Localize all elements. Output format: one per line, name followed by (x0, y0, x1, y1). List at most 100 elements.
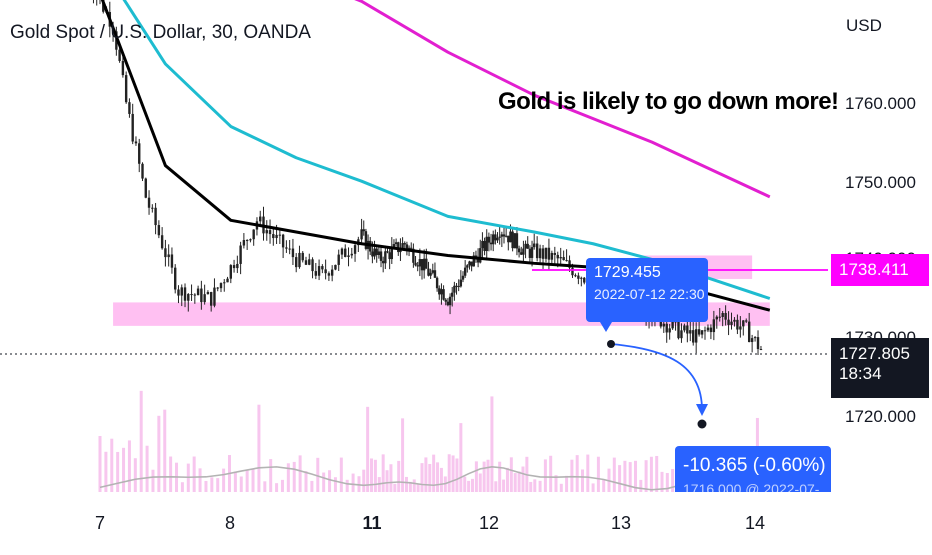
volume-bar (251, 468, 255, 492)
candle (92, 0, 94, 4)
volume-bar (370, 458, 374, 492)
price-label-callout[interactable]: 1729.455 2022-07-12 22:30 (586, 258, 708, 322)
volume-bar (521, 466, 525, 492)
candle (141, 162, 144, 182)
volume-bar (304, 471, 308, 492)
candle (317, 259, 321, 281)
pink-level-value: 1738.411 (839, 260, 909, 279)
volume-bar (389, 464, 393, 492)
y-axis-tick-label: 1750.000 (845, 173, 916, 192)
candle (694, 322, 698, 354)
candle (494, 229, 497, 245)
candle (736, 314, 739, 335)
candle (559, 247, 562, 267)
candle (680, 323, 683, 343)
candle (431, 263, 434, 275)
candle (721, 310, 724, 327)
candle (461, 271, 465, 283)
candle (511, 229, 514, 252)
projection-detail: 1716.000 @ 2022-07- (683, 481, 820, 492)
candle (463, 260, 467, 278)
candle (196, 285, 200, 296)
candle (362, 220, 365, 236)
symbol-label[interactable]: Gold Spot / U.S. Dollar, 30, OANDA (10, 22, 311, 43)
candle (291, 238, 295, 266)
candle (446, 298, 450, 307)
candle (180, 284, 183, 307)
candle (507, 235, 510, 251)
candle (550, 250, 554, 264)
candle (759, 345, 763, 351)
volume-bar (486, 459, 490, 492)
candle (121, 56, 125, 78)
volume-bar (245, 469, 249, 492)
candle (427, 261, 430, 277)
candle (747, 312, 751, 343)
candle (347, 247, 350, 267)
x-axis-tick-label: 13 (611, 513, 631, 533)
volume-bar (447, 454, 451, 492)
volume-bar (366, 406, 370, 492)
candle (209, 291, 213, 312)
projection-start-dot[interactable] (607, 340, 615, 348)
callout-datetime: 2022-07-12 22:30 (594, 286, 705, 302)
candle (154, 202, 157, 235)
volume-bar (513, 473, 517, 492)
candle (553, 246, 557, 264)
candle (414, 256, 417, 267)
candle (160, 227, 164, 250)
projection-change: -10.365 (-0.60%) (683, 455, 826, 476)
callout-price: 1729.455 (594, 264, 661, 281)
volume-bar (494, 481, 498, 492)
volume-bar (222, 468, 226, 492)
candle (451, 287, 454, 307)
volume-bar (163, 409, 167, 492)
candle (170, 247, 174, 274)
candle (517, 245, 521, 258)
volume-bar (671, 468, 675, 492)
volume-bar (459, 423, 463, 492)
volume-bar (408, 481, 412, 492)
volume-bar (428, 463, 432, 492)
volume-bar (401, 418, 405, 492)
volume-bar (339, 457, 343, 492)
candle (453, 281, 456, 301)
volume-bar (420, 463, 424, 492)
arrow-head-icon (696, 404, 708, 416)
volume-bar (393, 483, 397, 492)
candle (360, 218, 363, 244)
volume-bar (533, 479, 537, 492)
candle (295, 253, 298, 273)
last-price-tag[interactable]: 1727.805 18:34 (831, 338, 929, 398)
candle (496, 232, 499, 243)
projection-label[interactable]: -10.365 (-0.60%) 1716.000 @ 2022-07- (675, 446, 831, 492)
volume-bar (474, 461, 478, 492)
candle (485, 229, 488, 261)
bar-countdown: 18:34 (839, 364, 882, 383)
candle (515, 227, 519, 256)
volume-bar (263, 481, 267, 492)
horizontal-line-price-tag[interactable]: 1738.411 (831, 254, 929, 286)
candle (533, 233, 536, 250)
candle (124, 71, 128, 104)
x-axis-tick-label: 14 (745, 513, 765, 533)
candle (193, 293, 197, 304)
volume-bar (345, 479, 349, 492)
candle (311, 257, 314, 279)
projection-end-dot[interactable] (697, 419, 707, 429)
candle (715, 315, 718, 329)
candle (183, 283, 187, 308)
volume-bar (644, 460, 648, 492)
candle (745, 318, 748, 323)
candle (520, 246, 523, 256)
candle (327, 271, 331, 281)
candle (513, 233, 516, 249)
projection-curve[interactable] (610, 343, 703, 411)
volume-bar (439, 467, 443, 492)
candle (412, 243, 415, 268)
ma-slow-line[interactable] (283, 0, 771, 199)
volume-bar (455, 458, 459, 492)
volume-bar (286, 463, 290, 492)
